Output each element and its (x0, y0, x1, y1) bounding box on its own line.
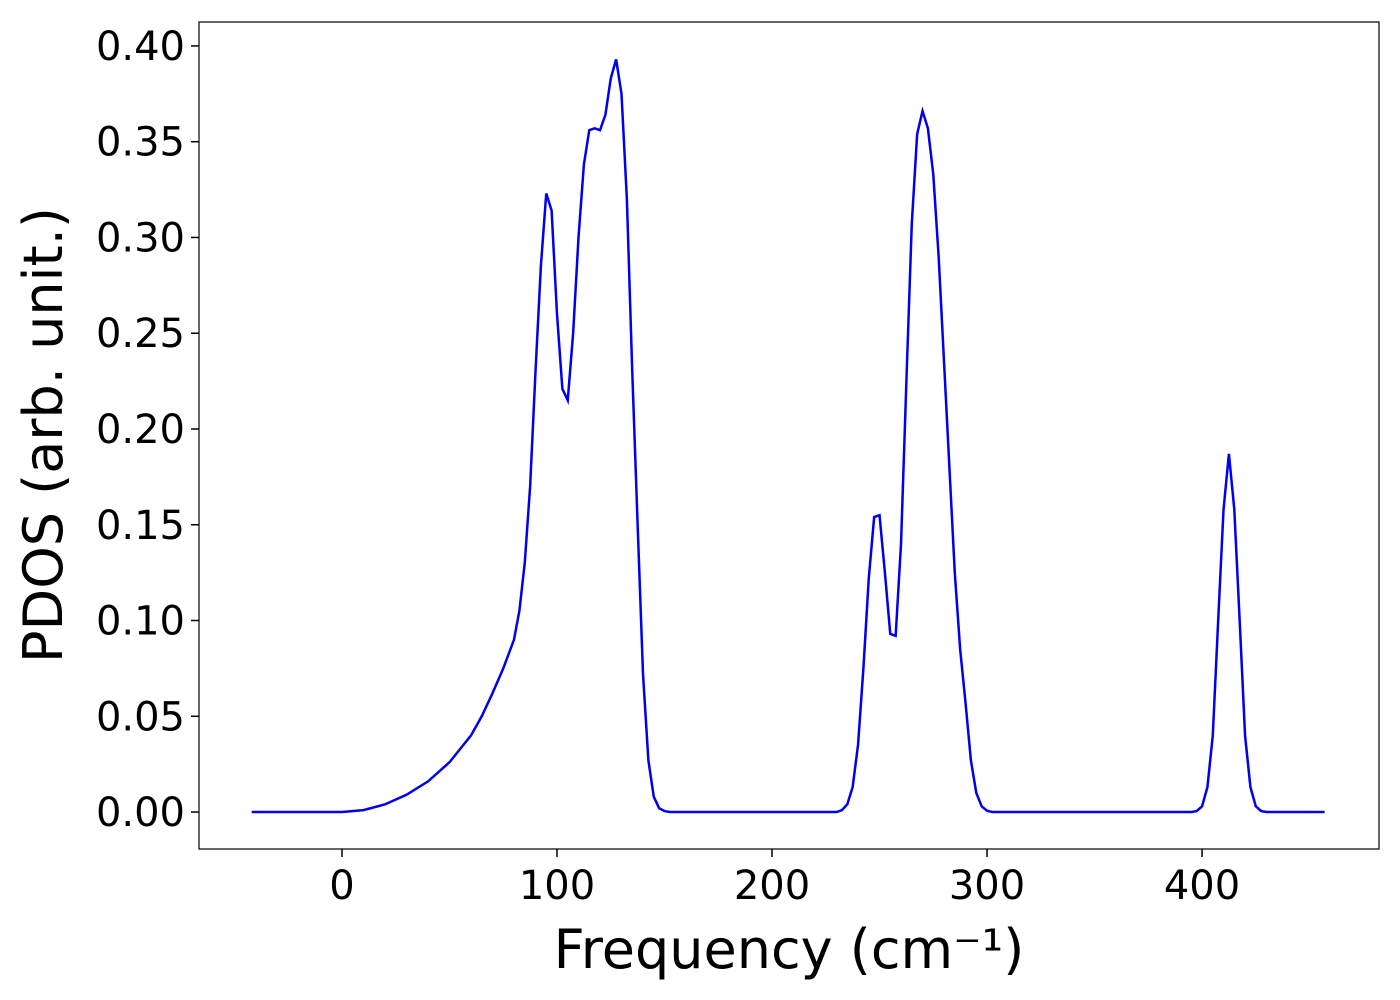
x-tick-label: 100 (519, 863, 595, 909)
y-tick-label: 0.15 (96, 503, 185, 549)
plot-frame (198, 21, 1380, 850)
data-line (251, 59, 1325, 814)
x-tick-label: 200 (734, 863, 810, 909)
x-tick-label: 0 (329, 863, 354, 909)
y-tick-label: 0.20 (96, 407, 185, 453)
y-tick-label: 0.10 (96, 599, 185, 645)
y-tick-label: 0.00 (96, 790, 185, 836)
x-tick-label: 300 (949, 863, 1025, 909)
x-axis-label: Frequency (cm⁻¹) (554, 918, 1025, 981)
y-tick-label: 0.35 (96, 120, 185, 166)
y-tick-label: 0.40 (96, 24, 185, 70)
y-tick-label: 0.25 (96, 311, 185, 357)
y-axis-label: PDOS (arb. unit.) (12, 207, 75, 663)
x-tick-label: 400 (1164, 863, 1240, 909)
y-tick-label: 0.05 (96, 694, 185, 740)
y-tick-label: 0.30 (96, 215, 185, 261)
